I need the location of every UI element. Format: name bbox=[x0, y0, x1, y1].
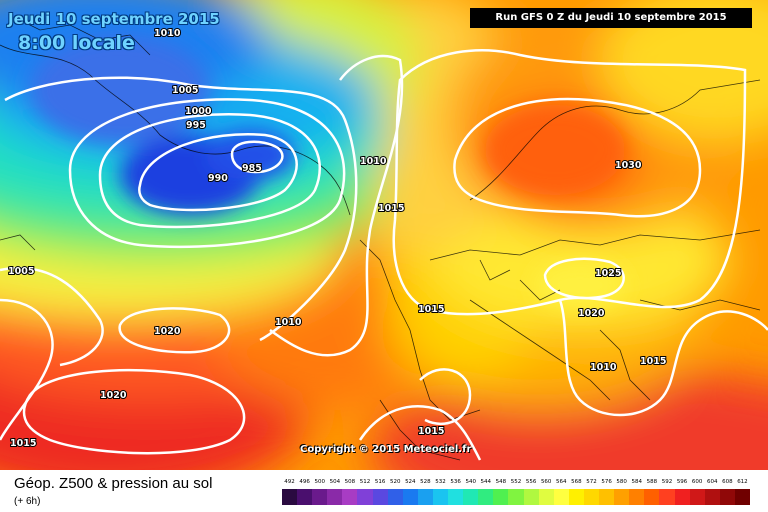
isobar-label: 1015 bbox=[418, 426, 444, 437]
isobar-label: 1005 bbox=[172, 85, 198, 96]
legend-swatch bbox=[674, 489, 691, 505]
copyright-notice: Copyright © 2015 Meteociel.fr bbox=[300, 444, 472, 455]
legend-swatch bbox=[387, 489, 404, 505]
legend-label: 536 bbox=[450, 479, 461, 485]
legend-label: 596 bbox=[676, 479, 688, 485]
isobar-label: 1015 bbox=[10, 438, 36, 449]
legend-swatch bbox=[372, 489, 389, 505]
model-run-label: Run GFS 0 Z du Jeudi 10 septembre 2015 bbox=[470, 8, 752, 28]
legend-swatch bbox=[583, 489, 600, 505]
legend-swatch bbox=[327, 489, 343, 505]
legend-swatch bbox=[417, 489, 434, 505]
legend-label: 608 bbox=[722, 479, 733, 485]
legend-label: 588 bbox=[646, 479, 658, 485]
legend-swatch bbox=[478, 489, 494, 505]
legend-swatch bbox=[448, 489, 464, 505]
legend-swatch bbox=[599, 489, 615, 505]
isobar-label: 1020 bbox=[154, 326, 181, 337]
legend-label: 540 bbox=[465, 479, 476, 485]
legend-label: 528 bbox=[420, 479, 431, 485]
legend-swatch bbox=[538, 489, 555, 505]
legend-label: 504 bbox=[329, 479, 341, 485]
isobar-label: 1010 bbox=[360, 156, 387, 167]
legend-swatch bbox=[402, 489, 419, 505]
legend-label: 496 bbox=[299, 479, 310, 485]
legend-label: 560 bbox=[540, 479, 552, 485]
isobar-label: 1015 bbox=[418, 304, 444, 315]
isobar-label: 1010 bbox=[275, 317, 302, 328]
legend-swatch bbox=[432, 489, 449, 505]
legend-swatch bbox=[659, 489, 675, 505]
isobars bbox=[0, 49, 768, 461]
isobar-label: 1015 bbox=[640, 356, 666, 367]
isobar-label: 1030 bbox=[615, 160, 642, 171]
legend-label: 612 bbox=[737, 479, 748, 485]
isobar-label: 1020 bbox=[100, 390, 127, 401]
legend-swatch bbox=[523, 489, 540, 505]
legend-label: 516 bbox=[374, 479, 386, 485]
legend-label: 576 bbox=[601, 479, 612, 485]
legend-label: 568 bbox=[571, 479, 582, 485]
map-product-title: Géop. Z500 & pression au sol bbox=[14, 475, 213, 492]
forecast-lead-time: (+ 6h) bbox=[14, 496, 41, 507]
legend-label: 512 bbox=[359, 479, 371, 485]
isobar-label: 985 bbox=[242, 163, 262, 174]
legend-swatch bbox=[493, 489, 509, 505]
isobar-label: 995 bbox=[186, 120, 206, 131]
legend-label: 544 bbox=[480, 479, 492, 485]
legend-swatch bbox=[614, 489, 630, 505]
legend-swatch bbox=[553, 489, 570, 505]
legend-label: 520 bbox=[389, 479, 401, 485]
legend-swatch bbox=[463, 489, 479, 505]
legend-swatch bbox=[689, 489, 706, 505]
legend-label: 564 bbox=[556, 479, 567, 485]
legend-swatch bbox=[734, 489, 751, 505]
isobar-label: 1025 bbox=[595, 268, 621, 279]
legend-swatch bbox=[342, 489, 358, 505]
isobar-label: 1010 bbox=[590, 362, 617, 373]
legend-label: 532 bbox=[435, 479, 446, 485]
isobar-label: 1005 bbox=[8, 266, 34, 277]
legend-label: 584 bbox=[631, 479, 643, 485]
legend-label: 500 bbox=[314, 479, 325, 485]
legend-label: 492 bbox=[284, 479, 295, 485]
legend-label: 524 bbox=[405, 479, 416, 485]
legend-label: 548 bbox=[495, 479, 507, 485]
legend-swatch bbox=[644, 489, 660, 505]
isobar-label: 1010 bbox=[154, 28, 181, 39]
legend-swatch bbox=[568, 489, 585, 505]
isobar-labels: 1010 1005 1000 995 990 985 1010 1015 103… bbox=[7, 27, 667, 450]
legend-label: 508 bbox=[344, 479, 356, 485]
legend-swatch bbox=[312, 489, 328, 505]
map-canvas: 1010 1005 1000 995 990 985 1010 1015 103… bbox=[0, 0, 768, 470]
legend-label: 552 bbox=[510, 479, 522, 485]
isobar-label: 990 bbox=[208, 173, 228, 184]
legend-label: 580 bbox=[616, 479, 627, 485]
legend-swatch bbox=[629, 489, 645, 505]
isobar-label: 1020 bbox=[578, 308, 605, 319]
forecast-date-title: Jeudi 10 septembre 2015 bbox=[8, 10, 220, 28]
legend-swatch bbox=[719, 489, 736, 505]
legend-swatch bbox=[282, 489, 298, 505]
isobar-label: 1015 bbox=[378, 203, 404, 214]
legend-label: 600 bbox=[691, 479, 703, 485]
geopotential-field: 1010 1005 1000 995 990 985 1010 1015 103… bbox=[0, 0, 768, 470]
legend-swatch bbox=[357, 489, 374, 505]
legend-swatch bbox=[508, 489, 525, 505]
legend-label: 592 bbox=[661, 479, 673, 485]
legend-swatch bbox=[297, 489, 313, 505]
forecast-local-time: 8:00 locale bbox=[18, 32, 135, 54]
isobar-label: 1000 bbox=[185, 106, 212, 117]
legend-label: 572 bbox=[586, 479, 597, 485]
legend-label: 604 bbox=[707, 479, 718, 485]
map-footer: Géop. Z500 & pression au sol (+ 6h) 492 4… bbox=[0, 470, 768, 512]
legend-label: 556 bbox=[525, 479, 537, 485]
color-scale-legend: 492 496 500 504 508 512 516 520 524 528 532 536 540 5… bbox=[282, 479, 751, 509]
legend-swatch bbox=[704, 489, 721, 505]
